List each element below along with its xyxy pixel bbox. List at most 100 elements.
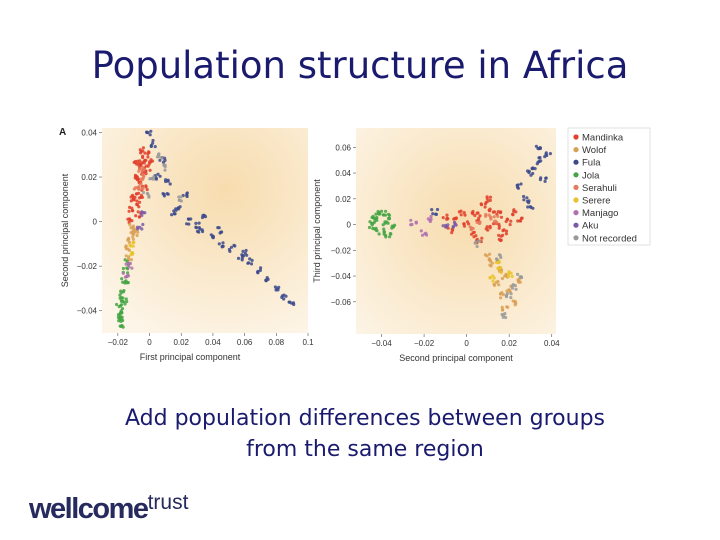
- point-fula: [220, 230, 224, 234]
- point-jola: [386, 221, 390, 225]
- point-not-recorded: [163, 163, 167, 167]
- point-serere: [510, 274, 514, 278]
- point-serahuli: [477, 221, 481, 225]
- point-fula: [531, 166, 535, 170]
- point-wolof: [127, 248, 131, 252]
- point-serere: [506, 274, 511, 279]
- point-mandinka: [506, 217, 510, 222]
- point-fula: [194, 221, 198, 225]
- point-mandinka: [135, 199, 139, 203]
- point-mandinka: [485, 195, 489, 199]
- point-mandinka: [469, 232, 474, 236]
- point-jola: [372, 220, 376, 224]
- y-axis-label: Second principal component: [60, 173, 70, 287]
- point-serere: [492, 276, 496, 280]
- point-mandinka: [143, 158, 147, 162]
- legend-marker: [573, 197, 579, 203]
- point-fula: [158, 158, 162, 162]
- point-jola: [374, 212, 378, 216]
- point-mandinka: [511, 213, 515, 217]
- point-fula: [258, 268, 262, 272]
- point-manjago: [127, 265, 131, 269]
- point-mandinka: [446, 217, 450, 221]
- point-fula: [275, 287, 279, 291]
- point-mandinka: [471, 212, 475, 216]
- point-fula: [259, 266, 263, 270]
- point-not-recorded: [501, 315, 505, 319]
- point-fula: [241, 249, 245, 253]
- point-mandinka: [450, 231, 454, 235]
- point-manjago: [420, 233, 425, 237]
- point-fula: [187, 217, 191, 221]
- point-aku: [140, 213, 144, 218]
- point-fula: [543, 179, 547, 183]
- point-fula: [291, 301, 296, 305]
- legend-marker: [573, 235, 579, 241]
- point-wolof: [511, 299, 515, 303]
- point-serere: [491, 279, 495, 283]
- point-jola: [382, 213, 386, 217]
- point-mandinka: [144, 184, 148, 188]
- point-serere: [499, 270, 503, 275]
- legend-marker: [573, 184, 579, 190]
- point-fula: [149, 144, 153, 149]
- point-not-recorded: [504, 315, 508, 320]
- point-fula: [228, 249, 232, 253]
- y-tick-label: 0: [347, 221, 352, 230]
- point-fula: [221, 241, 225, 245]
- point-not-recorded: [177, 198, 181, 202]
- point-mandinka: [138, 159, 142, 163]
- x-tick-label: 0.02: [501, 339, 517, 348]
- point-jola: [387, 213, 392, 217]
- point-fula: [197, 221, 201, 225]
- point-mandinka: [519, 216, 524, 220]
- point-jola: [388, 235, 392, 239]
- point-jola: [373, 216, 377, 220]
- point-fula: [434, 212, 438, 216]
- point-wolof: [488, 252, 492, 256]
- point-mandinka: [462, 211, 466, 215]
- point-serere: [507, 272, 511, 276]
- point-not-recorded: [504, 295, 509, 299]
- point-fula: [287, 300, 291, 304]
- point-mandinka: [488, 198, 492, 202]
- point-fula: [544, 151, 548, 155]
- point-wolof: [131, 235, 135, 239]
- point-fula: [526, 205, 530, 209]
- point-mandinka: [145, 188, 149, 192]
- point-serahuli: [492, 215, 496, 219]
- point-wolof: [517, 278, 521, 282]
- point-fula: [151, 141, 155, 145]
- point-manjago: [130, 266, 134, 270]
- point-serahuli: [141, 172, 145, 176]
- point-wolof: [124, 247, 128, 251]
- point-not-recorded: [145, 191, 150, 196]
- x-tick-label: 0.04: [544, 339, 560, 348]
- point-aku: [451, 225, 455, 229]
- point-fula: [535, 162, 539, 166]
- point-wolof: [499, 296, 503, 300]
- x-axis-label: Second principal component: [399, 353, 513, 363]
- point-fula: [431, 212, 435, 216]
- point-mandinka: [144, 172, 148, 176]
- point-not-recorded: [151, 177, 155, 181]
- point-fula: [172, 209, 176, 213]
- point-wolof: [501, 308, 505, 312]
- point-jola: [368, 220, 372, 224]
- wellcome-trust-logo: wellcometrust: [29, 491, 188, 526]
- point-fula: [266, 277, 270, 281]
- legend-label: Serere: [582, 196, 611, 207]
- point-manjago: [128, 261, 132, 266]
- point-mandinka: [479, 203, 484, 207]
- point-jola: [375, 229, 379, 233]
- point-fula: [200, 215, 205, 220]
- point-jola: [123, 258, 127, 262]
- point-not-recorded: [514, 287, 518, 291]
- y-tick-label: −0.04: [331, 272, 352, 281]
- x-tick-label: 0.1: [302, 338, 314, 347]
- point-wolof: [129, 258, 133, 262]
- point-aku: [135, 225, 140, 229]
- point-mandinka: [497, 222, 501, 226]
- point-serahuli: [136, 185, 140, 190]
- legend-label: Mandinka: [582, 133, 624, 144]
